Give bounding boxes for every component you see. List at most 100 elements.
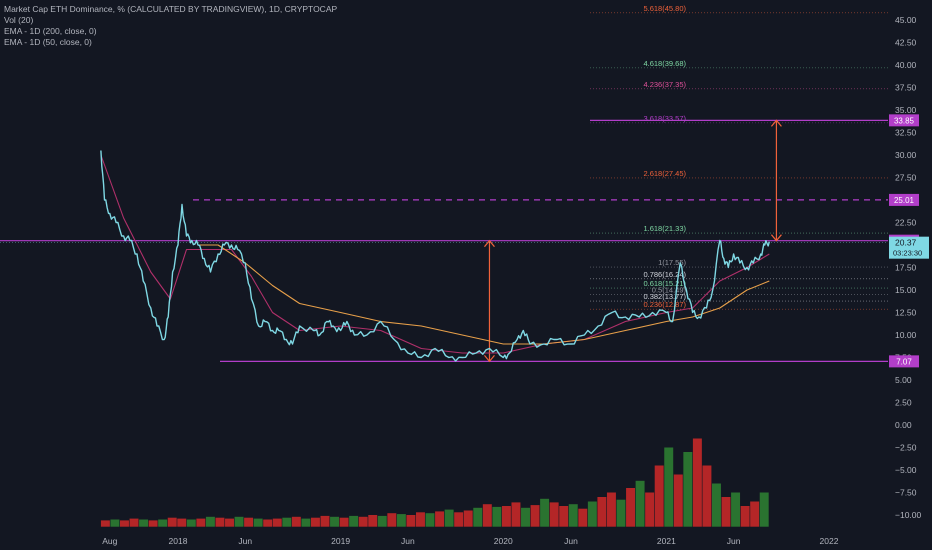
volume-bar (215, 517, 225, 527)
fib-level-label: 4.618(39.68) (643, 59, 686, 68)
volume-bar (377, 515, 387, 527)
y-tick-label: 42.50 (895, 38, 917, 48)
chart-title: Market Cap ETH Dominance, % (CALCULATED … (4, 4, 338, 14)
y-tick-label: 32.50 (895, 128, 917, 138)
level-price-tag (889, 193, 919, 206)
volume-bar (396, 514, 406, 527)
y-tick-label: −10.00 (895, 510, 922, 520)
volume-bar (559, 506, 569, 527)
fib-level-label: 0.618(15.21) (643, 279, 686, 288)
volume-bar (415, 512, 425, 527)
volume-bar (291, 516, 301, 527)
legend-ema50: EMA - 1D (50, close, 0) (4, 37, 92, 47)
volume-bar (645, 492, 655, 527)
volume-bar (712, 483, 721, 527)
volume-bar (731, 492, 741, 527)
volume-bar (750, 501, 760, 527)
arrow-head (483, 239, 495, 248)
volume-bar (654, 465, 664, 527)
x-tick-label: 2019 (331, 536, 350, 546)
volume-bar (349, 515, 359, 527)
volume-bar (205, 516, 215, 527)
y-tick-label: 22.50 (895, 218, 917, 228)
volume-bar (186, 519, 196, 527)
volume-bar (473, 507, 483, 527)
fib-level-label: 2.618(27.45) (643, 169, 686, 178)
volume-bar (139, 519, 149, 527)
volume-bar (119, 520, 129, 527)
x-tick-label: Jun (238, 536, 252, 546)
y-tick-label: 12.50 (895, 308, 917, 318)
x-tick-label: 2021 (657, 536, 676, 546)
y-tick-label: 10.00 (895, 330, 917, 340)
level-price-tag (889, 114, 919, 127)
chart-legend: Market Cap ETH Dominance, % (CALCULATED … (4, 4, 337, 48)
y-tick-label: 37.50 (895, 83, 917, 93)
volume-bar (100, 520, 110, 527)
y-tick-label: 17.50 (895, 263, 917, 273)
volume-bar (110, 519, 120, 527)
volume-bar (692, 438, 702, 527)
x-tick-label: Jun (401, 536, 415, 546)
volume-bar (358, 516, 368, 527)
volume-bar (673, 474, 683, 527)
volume-bar (463, 510, 473, 527)
fib-level-label: 3.618(33.57) (643, 114, 686, 123)
volume-bar (167, 517, 177, 527)
y-tick-label: 40.00 (895, 60, 917, 70)
volume-bar (606, 492, 616, 527)
volume-bar (530, 505, 540, 527)
y-tick-label: 0.00 (895, 420, 912, 430)
volume-bar (521, 507, 530, 527)
volume-bar (616, 499, 626, 527)
volume-bar (549, 502, 559, 527)
level-price-label: 33.85 (894, 116, 915, 125)
fib-level-label: 1(17.55) (658, 258, 686, 267)
ema200-line (198, 244, 770, 345)
volume-bar (683, 452, 693, 527)
y-tick-label: −2.50 (895, 443, 917, 453)
volume-bar (253, 518, 263, 527)
volume-bar (310, 517, 320, 527)
volume-bar (482, 504, 492, 527)
fib-level-label: 0.5(14.49) (652, 286, 687, 295)
volume-bar (301, 518, 311, 527)
arrow-head (770, 119, 782, 127)
volume-bar (330, 516, 340, 527)
level-price-tag (889, 355, 919, 368)
legend-ema200: EMA - 1D (200, close, 0) (4, 26, 97, 36)
volume-bar (501, 506, 511, 527)
y-tick-label: 30.00 (895, 150, 917, 160)
volume-bar (511, 502, 521, 527)
volume-bar (597, 497, 607, 527)
volume-bar (148, 520, 158, 527)
last-price-countdown: 03:23:30 (893, 249, 922, 258)
level-price-label: 7.07 (896, 357, 912, 366)
y-tick-label: 5.00 (895, 375, 912, 385)
volume-bar (196, 518, 206, 527)
volume-bar (492, 506, 502, 527)
y-tick-label: 35.00 (895, 105, 917, 115)
volume-bar (759, 492, 769, 527)
volume-bar (425, 513, 435, 527)
volume-bar (129, 518, 139, 527)
y-tick-label: −7.50 (895, 488, 917, 498)
volume-bar (435, 511, 445, 527)
level-price-label: 25.01 (894, 196, 915, 205)
y-tick-label: 15.00 (895, 285, 917, 295)
y-tick-label: 27.50 (895, 173, 917, 183)
volume-bar (540, 498, 550, 527)
fib-level-label: 0.382(13.77) (643, 292, 686, 301)
volume-bar (664, 447, 674, 527)
legend-volume: Vol (20) (4, 15, 34, 25)
x-tick-label: 2018 (169, 536, 188, 546)
fib-level-label: 0.786(16.24) (643, 270, 686, 279)
volume-bar (702, 465, 712, 527)
fib-level-label: 0.236(12.87) (643, 300, 686, 309)
volume-bar (234, 516, 244, 527)
y-tick-label: 45.00 (895, 15, 917, 25)
arrow-head (483, 354, 495, 363)
arrow-head (770, 234, 782, 242)
y-tick-label: 2.50 (895, 398, 912, 408)
